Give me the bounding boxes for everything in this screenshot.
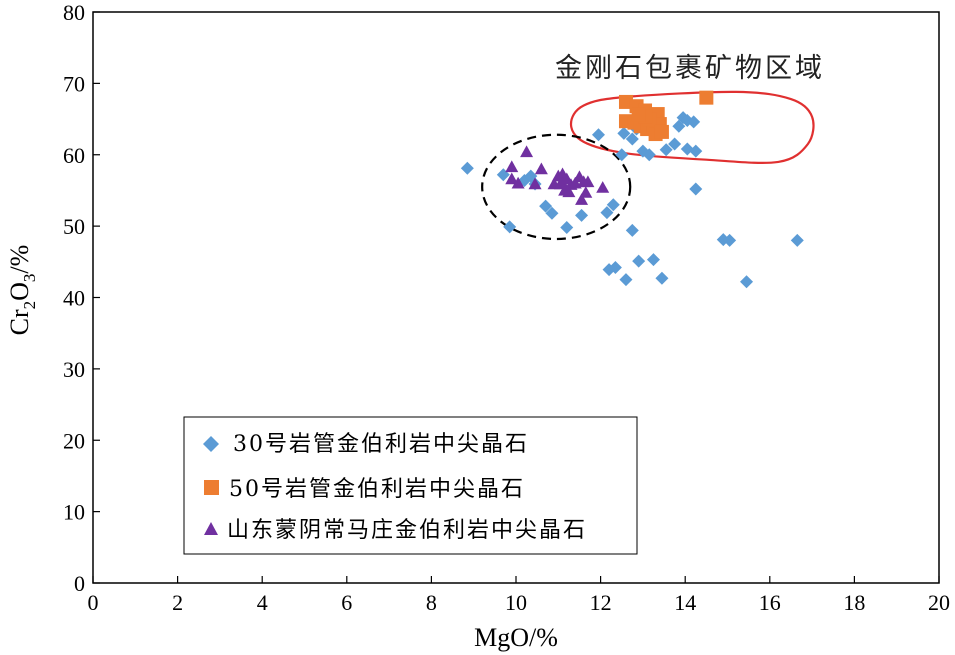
series-3-points [505, 145, 610, 205]
y-tick-label: 20 [63, 428, 85, 453]
legend-label-series3: 山东蒙阴常马庄金伯利岩中尖晶石 [227, 518, 587, 543]
series-2-points [618, 90, 714, 142]
data-point-triangle [562, 185, 576, 198]
diamond-inclusion-field-outline [569, 90, 815, 164]
x-tick-label: 8 [426, 590, 437, 615]
x-tick-label: 16 [759, 590, 781, 615]
data-point-square [654, 124, 669, 139]
data-point-diamond [740, 275, 754, 289]
chart-legend: 30号岩管金伯利岩中尖晶石 50号岩管金伯利岩中尖晶石 山东蒙阴常马庄金伯利岩中… [183, 416, 638, 555]
data-point-diamond [659, 143, 673, 157]
data-point-diamond [591, 128, 605, 142]
data-point-diamond [460, 161, 474, 175]
data-point-diamond [625, 223, 639, 237]
x-tick-label: 0 [88, 590, 99, 615]
series-1-points [460, 111, 804, 289]
region-annotation: 金刚石包裹矿物区域 [555, 53, 825, 84]
y-tick-label: 70 [63, 71, 85, 96]
y-axis-title: Cr2O3/% [5, 245, 39, 336]
legend-label-series2: 50号岩管金伯利岩中尖晶石 [229, 477, 525, 502]
legend-marker-diamond [203, 436, 219, 452]
data-point-triangle [511, 176, 525, 189]
data-point-diamond [668, 137, 682, 151]
y-axis-title-unit: /% [5, 245, 34, 274]
data-point-triangle [579, 186, 593, 198]
data-point-diamond [545, 206, 559, 220]
data-point-triangle [596, 181, 610, 193]
y-tick-label: 80 [63, 0, 85, 25]
legend-box [183, 416, 638, 555]
data-point-diamond [617, 126, 631, 140]
x-tick-label: 10 [505, 590, 527, 615]
data-point-diamond [687, 115, 701, 129]
data-point-diamond [615, 148, 629, 162]
y-tick-label: 60 [63, 143, 85, 168]
x-tick-label: 6 [341, 590, 352, 615]
data-point-diamond [632, 254, 646, 268]
x-tick-label: 14 [674, 590, 696, 615]
data-point-diamond [539, 199, 553, 213]
y-axis-title-mid: O [5, 282, 34, 301]
x-tick-label: 4 [257, 590, 268, 615]
chart-regions [481, 90, 815, 241]
data-point-triangle [575, 193, 589, 205]
y-axis-title-sub2: 3 [20, 274, 39, 283]
data-point-diamond [608, 261, 622, 275]
legend-marker-triangle [204, 522, 218, 535]
x-tick-label: 20 [928, 590, 950, 615]
data-point-diamond [689, 182, 703, 196]
y-tick-label: 30 [63, 357, 85, 382]
data-point-square [631, 107, 646, 122]
data-point-diamond [625, 132, 639, 146]
data-point-diamond [503, 220, 517, 234]
y-tick-label: 10 [63, 500, 85, 525]
shandong-field-outline [481, 133, 632, 241]
data-point-diamond [600, 206, 614, 220]
data-point-diamond [606, 198, 620, 212]
data-point-square [618, 94, 633, 109]
data-point-diamond [575, 208, 589, 222]
data-point-diamond [560, 221, 574, 235]
x-tick-label: 2 [172, 590, 183, 615]
data-point-diamond [655, 271, 669, 285]
legend-marker-square [204, 480, 219, 495]
data-point-triangle [581, 175, 595, 188]
data-point-diamond [646, 253, 660, 267]
x-tick-label: 18 [843, 590, 865, 615]
y-axis-title-base: Cr [5, 309, 34, 335]
x-tick-label: 12 [590, 590, 612, 615]
data-point-triangle [505, 172, 519, 185]
chart-series [460, 90, 804, 289]
data-point-diamond [619, 273, 633, 287]
data-point-diamond [723, 233, 737, 247]
y-tick-label: 0 [74, 571, 85, 596]
y-tick-label: 50 [63, 214, 85, 239]
data-point-triangle [520, 145, 534, 158]
data-point-triangle [528, 177, 542, 190]
data-point-diamond [642, 148, 656, 162]
data-point-triangle [534, 162, 548, 175]
data-point-diamond [689, 144, 703, 158]
axis-ticks: 0 2 4 6 8 10 12 14 16 18 20 0 10 20 30 40 50 60 70 80 [63, 0, 950, 615]
legend-label-series1: 30号岩管金伯利岩中尖晶石 [233, 432, 529, 457]
data-point-triangle [505, 160, 519, 173]
data-point-square [699, 90, 714, 105]
x-axis-title: MgO/% [474, 623, 558, 652]
y-tick-label: 40 [63, 286, 85, 311]
data-point-diamond [790, 233, 804, 247]
y-axis-title-sub1: 2 [20, 301, 39, 310]
